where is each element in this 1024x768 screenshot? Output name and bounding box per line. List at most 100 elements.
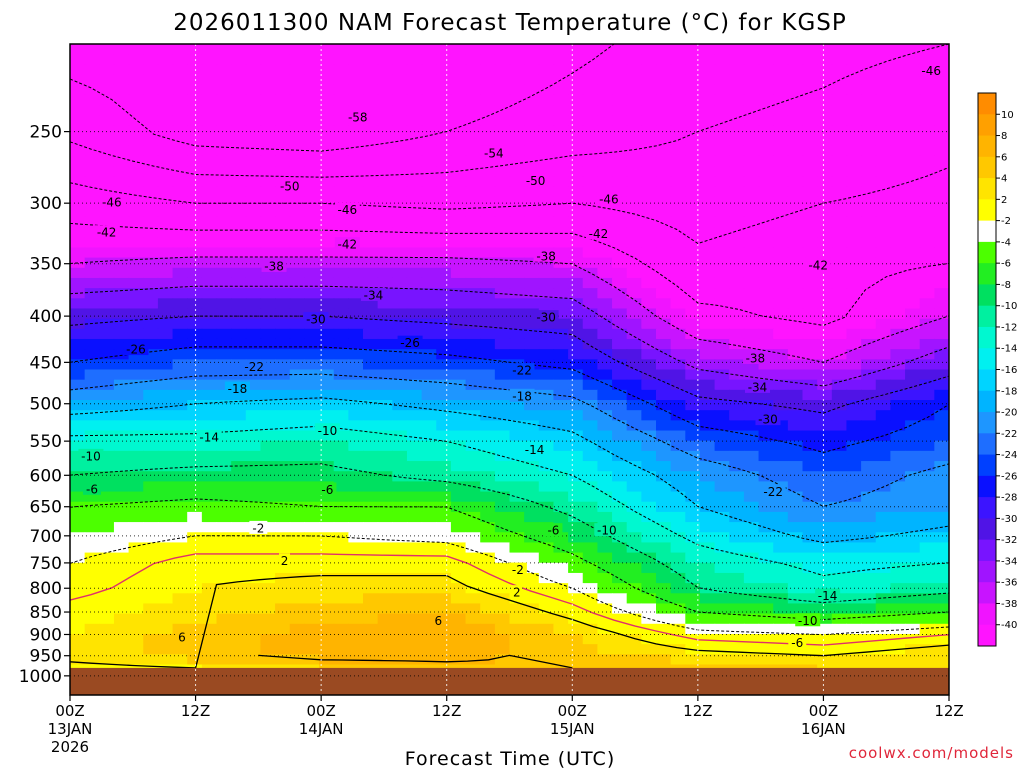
temperature-cell (494, 532, 511, 544)
temperature-cell (773, 562, 789, 574)
temperature-cell (450, 522, 467, 533)
temperature-cell (568, 593, 584, 605)
temperature-cell (143, 369, 159, 381)
temperature-cell (304, 64, 320, 76)
temperature-cell (861, 613, 877, 625)
temperature-cell (84, 135, 100, 147)
temperature-cell (743, 64, 760, 76)
temperature-cell (201, 491, 218, 503)
temperature-cell (392, 206, 408, 218)
temperature-cell (817, 603, 833, 615)
temperature-cell (421, 84, 437, 96)
temperature-cell (641, 461, 657, 472)
temperature-cell (626, 379, 642, 391)
temperature-cell (787, 369, 804, 381)
temperature-cell (509, 603, 525, 615)
temperature-cell (641, 308, 657, 320)
temperature-cell (304, 644, 320, 655)
temperature-cell (905, 237, 921, 249)
temperature-cell (84, 440, 100, 452)
temperature-cell (289, 542, 305, 554)
temperature-cell (157, 115, 174, 126)
temperature-cell (612, 501, 628, 513)
temperature-cell (201, 227, 218, 238)
temperature-cell (289, 74, 305, 86)
temperature-cell (905, 389, 921, 401)
temperature-cell (319, 288, 335, 299)
temperature-cell (699, 237, 716, 249)
temperature-cell (524, 593, 540, 605)
temperature-cell (494, 318, 511, 330)
temperature-cell (260, 64, 276, 76)
temperature-cell (143, 216, 159, 228)
temperature-cell (231, 369, 247, 381)
temperature-cell (157, 298, 174, 310)
temperature-cell (480, 440, 496, 452)
temperature-cell (70, 379, 86, 391)
temperature-cell (714, 430, 730, 442)
temperature-cell (582, 613, 598, 625)
colorbar-swatch (978, 284, 996, 307)
temperature-cell (509, 623, 525, 635)
temperature-cell (670, 227, 686, 238)
temperature-cell (245, 115, 262, 126)
temperature-cell (685, 206, 701, 218)
temperature-cell (524, 501, 540, 513)
temperature-cell (348, 155, 364, 167)
temperature-cell (70, 298, 86, 310)
temperature-cell (128, 542, 144, 554)
temperature-cell (714, 186, 730, 198)
temperature-cell (245, 267, 262, 279)
temperature-cell (524, 461, 540, 472)
temperature-cell (289, 298, 305, 310)
temperature-cell (758, 328, 774, 340)
temperature-cell (201, 471, 218, 482)
temperature-cell (84, 288, 100, 299)
temperature-cell (128, 328, 144, 340)
temperature-cell (275, 491, 291, 503)
temperature-cell (846, 471, 862, 482)
temperature-cell (406, 633, 423, 645)
temperature-cell (304, 105, 320, 116)
temperature-cell (450, 54, 467, 65)
temperature-cell (582, 623, 598, 635)
temperature-cell (787, 481, 804, 493)
temperature-cell (861, 288, 877, 299)
temperature-cell (363, 562, 379, 574)
temperature-cell (201, 461, 218, 472)
temperature-cell (626, 593, 642, 605)
temperature-cell (553, 481, 569, 493)
temperature-cell (685, 277, 701, 289)
temperature-cell (626, 654, 642, 666)
temperature-cell (231, 298, 247, 310)
temperature-cell (392, 369, 408, 381)
temperature-cell (538, 125, 555, 137)
temperature-cell (802, 603, 818, 615)
temperature-cell (143, 338, 159, 350)
temperature-cell (275, 105, 291, 116)
temperature-cell (773, 135, 789, 147)
temperature-cell (157, 227, 174, 238)
temperature-cell (275, 349, 291, 360)
temperature-cell (890, 593, 906, 605)
temperature-cell (172, 115, 188, 126)
temperature-cell (612, 644, 628, 655)
temperature-cell (846, 166, 862, 177)
temperature-cell (597, 84, 613, 96)
colorbar-swatch (978, 326, 996, 349)
temperature-cell (656, 440, 672, 452)
y-tick-label: 1000 (19, 667, 62, 687)
temperature-cell (480, 247, 496, 259)
temperature-cell (714, 522, 730, 533)
temperature-cell (333, 552, 349, 564)
contour-label-bg (585, 226, 611, 240)
temperature-cell (333, 115, 349, 126)
temperature-cell (685, 105, 701, 116)
temperature-cell (465, 491, 481, 503)
temperature-cell (187, 54, 203, 65)
temperature-cell (524, 196, 540, 208)
temperature-cell (831, 115, 848, 126)
temperature-cell (172, 64, 188, 76)
colorbar-label: -18 (1001, 386, 1017, 397)
temperature-cell (333, 288, 349, 299)
